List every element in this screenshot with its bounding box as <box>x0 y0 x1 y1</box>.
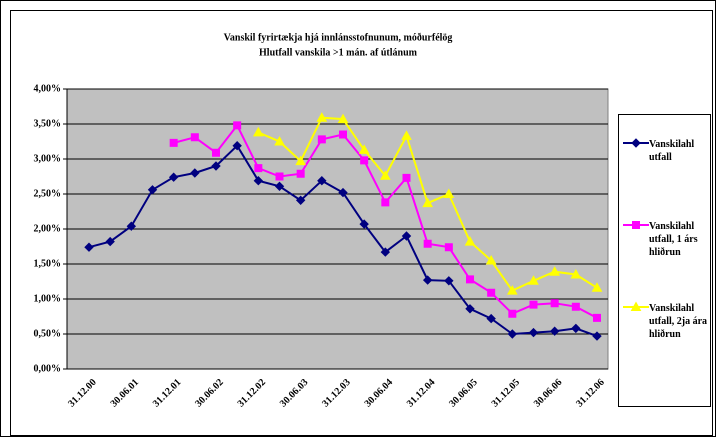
data-point <box>337 113 349 124</box>
data-point <box>147 185 158 195</box>
data-point <box>401 231 412 241</box>
y-tick-label: 0,00% <box>34 363 62 374</box>
data-point <box>464 236 476 246</box>
data-point <box>549 326 560 336</box>
data-point <box>487 288 496 297</box>
data-point <box>465 304 475 314</box>
legend-marker <box>632 221 640 229</box>
data-point <box>190 168 200 178</box>
y-tick-label: 1,00% <box>34 293 62 304</box>
data-point <box>549 266 561 276</box>
data-point <box>275 172 284 181</box>
data-point <box>295 195 306 206</box>
data-point <box>296 169 305 178</box>
chart-subtitle: Hlutfall vanskila >1 mán. af útlánum <box>259 47 418 58</box>
data-point <box>339 130 347 139</box>
data-point <box>211 161 221 171</box>
data-point <box>379 170 391 180</box>
data-point <box>380 247 391 257</box>
y-tick-label: 2,50% <box>34 188 62 199</box>
data-point <box>338 187 348 198</box>
data-point <box>529 300 538 309</box>
data-point <box>169 138 178 147</box>
data-point <box>254 164 263 173</box>
legend-label: Vanskilahl utfall, 1 árs hliðrun <box>649 221 698 258</box>
y-tick-label: 2,00% <box>34 223 62 234</box>
y-tick-label: 0,50% <box>34 328 62 339</box>
data-point <box>212 148 220 157</box>
legend-label: Vanskilahl utfall <box>649 139 695 163</box>
data-point <box>570 268 582 279</box>
y-tick-label: 3,00% <box>34 153 62 164</box>
data-point <box>486 313 496 324</box>
data-point <box>466 275 474 284</box>
data-point <box>84 242 94 252</box>
data-point <box>316 112 328 122</box>
y-tick-label: 4,00% <box>34 83 62 94</box>
data-point <box>381 198 390 207</box>
data-point <box>591 282 603 292</box>
y-tick-label: 1,50% <box>34 258 62 269</box>
data-point <box>422 275 433 285</box>
data-point <box>423 239 432 248</box>
legend-swatch <box>623 221 649 229</box>
data-point <box>443 188 455 198</box>
data-point <box>233 121 242 130</box>
data-point <box>274 135 285 146</box>
data-point <box>126 221 137 231</box>
chart-title: Vanskil fyrirtækja hjá innlánsstofnunum,… <box>224 32 453 43</box>
data-point <box>528 327 539 338</box>
data-point <box>274 181 285 192</box>
data-point <box>506 285 518 295</box>
data-point <box>168 172 179 182</box>
legend-swatch <box>623 301 649 311</box>
data-point <box>401 130 412 140</box>
data-point <box>444 276 454 286</box>
legend-item: Vanskilahl utfall, 1 árs hliðrun <box>623 219 711 259</box>
legend-marker <box>631 138 641 148</box>
data-point <box>507 329 518 339</box>
legend-marker <box>630 301 642 311</box>
data-point <box>593 313 601 322</box>
data-point <box>402 173 411 182</box>
data-point <box>422 197 434 208</box>
data-point <box>485 254 497 265</box>
data-point <box>317 175 327 186</box>
data-point <box>592 331 602 341</box>
legend-label: Vanskilahl utfall, 2ja ára hliðrun <box>649 303 708 340</box>
data-point <box>358 144 370 154</box>
data-point <box>528 275 539 285</box>
data-point <box>317 135 326 144</box>
data-point <box>444 243 453 252</box>
data-point <box>232 140 242 151</box>
data-point <box>360 156 369 165</box>
data-point <box>252 126 264 137</box>
data-point <box>105 236 115 247</box>
data-point <box>508 309 517 318</box>
data-point <box>571 302 580 311</box>
data-point <box>190 133 199 142</box>
data-point <box>253 175 264 186</box>
data-point <box>571 323 581 334</box>
data-point <box>295 155 307 166</box>
legend: Vanskilahl utfall Vanskilahl utfall, 1 ár… <box>618 114 711 407</box>
y-tick-label: 3,50% <box>34 118 62 129</box>
legend-swatch <box>623 138 649 148</box>
data-point <box>359 219 369 229</box>
legend-item: Vanskilahl utfall <box>623 137 711 164</box>
legend-item: Vanskilahl utfall, 2ja ára hliðrun <box>623 301 711 341</box>
data-point <box>550 299 559 308</box>
